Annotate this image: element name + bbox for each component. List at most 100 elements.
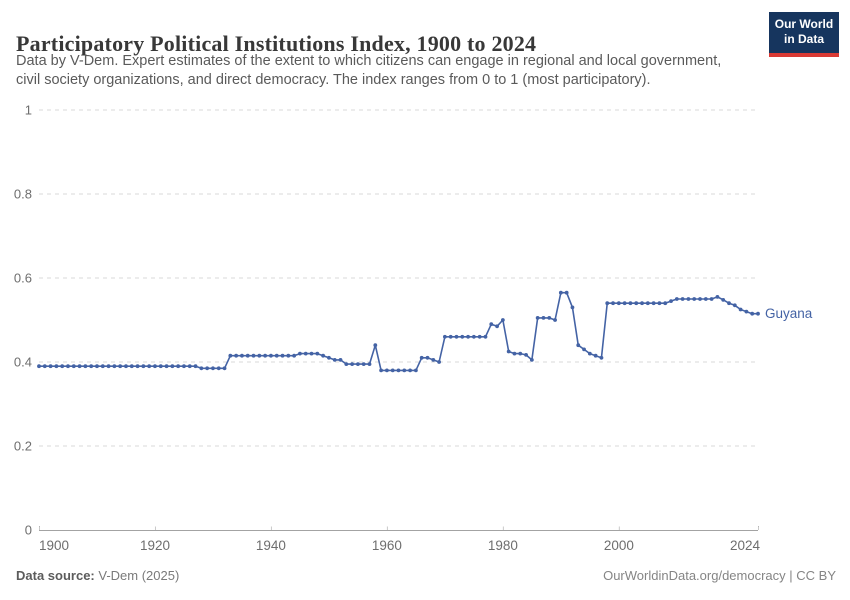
data-point[interactable] [616,301,621,306]
data-point[interactable] [651,301,656,306]
data-point[interactable] [489,322,494,327]
data-point[interactable] [587,351,592,356]
data-point[interactable] [286,353,291,358]
data-point[interactable] [257,353,262,358]
data-point[interactable] [390,368,395,373]
data-point[interactable] [42,364,47,369]
data-point[interactable] [350,362,355,366]
data-point[interactable] [147,364,152,369]
data-point[interactable] [379,368,384,373]
data-point[interactable] [419,355,424,360]
data-point[interactable] [425,355,430,360]
data-point[interactable] [396,368,401,373]
data-point[interactable] [547,316,552,320]
data-point[interactable] [541,316,546,320]
data-point[interactable] [135,364,140,369]
data-point[interactable] [153,364,157,369]
data-point[interactable] [657,301,662,306]
data-point[interactable] [645,301,650,306]
license-label[interactable]: CC BY [796,568,836,583]
data-point[interactable] [170,364,175,369]
data-point[interactable] [599,355,604,360]
data-point[interactable] [216,366,221,371]
data-point[interactable] [106,364,111,369]
data-point[interactable] [408,368,412,373]
data-point[interactable] [593,353,598,358]
data-point[interactable] [182,364,186,369]
data-point[interactable] [228,353,233,358]
data-point[interactable] [715,295,720,299]
data-point[interactable] [448,334,453,339]
data-point[interactable] [680,297,685,301]
data-point[interactable] [356,362,360,366]
data-point[interactable] [367,362,372,366]
data-point[interactable] [112,364,117,369]
data-point[interactable] [100,364,105,369]
data-point[interactable] [582,347,586,352]
owid-logo[interactable]: Our World in Data [769,12,839,57]
data-point[interactable] [727,301,731,306]
data-point[interactable] [431,358,436,362]
data-point[interactable] [141,364,146,369]
data-point[interactable] [738,307,743,312]
data-point[interactable] [529,358,534,362]
data-point[interactable] [442,334,447,339]
data-point[interactable] [466,334,470,339]
data-point[interactable] [199,366,204,371]
data-point[interactable] [732,303,737,308]
data-point[interactable] [222,366,227,371]
data-point[interactable] [524,352,528,357]
data-point[interactable] [437,360,441,364]
data-point[interactable] [703,297,708,301]
data-point[interactable] [60,364,65,369]
data-point[interactable] [558,290,563,295]
data-point[interactable] [158,364,163,369]
data-point[interactable] [176,364,181,369]
data-point[interactable] [37,364,41,369]
data-point[interactable] [309,351,314,356]
data-point[interactable] [518,351,523,356]
data-point[interactable] [118,364,123,369]
data-point[interactable] [483,334,488,339]
data-point[interactable] [471,334,476,339]
data-point[interactable] [413,368,418,373]
data-point[interactable] [54,364,59,369]
data-point[interactable] [205,366,210,371]
data-point[interactable] [640,301,644,306]
data-point[interactable] [77,364,82,369]
data-point[interactable] [385,368,389,373]
data-point[interactable] [756,311,760,316]
data-point[interactable] [211,366,215,371]
data-point[interactable] [269,353,273,358]
data-point[interactable] [332,358,337,362]
data-point[interactable] [89,364,94,369]
data-point[interactable] [605,301,610,306]
data-point[interactable] [669,299,673,303]
data-point[interactable] [71,364,76,369]
data-point[interactable] [321,353,326,358]
data-point[interactable] [83,364,88,369]
data-point[interactable] [628,301,633,306]
series-line[interactable] [38,291,759,372]
data-point[interactable] [361,362,366,366]
data-point[interactable] [692,297,697,301]
data-point[interactable] [240,353,244,358]
data-point[interactable] [327,355,331,360]
data-point[interactable] [373,343,378,348]
data-point[interactable] [48,364,53,369]
data-point[interactable] [193,364,198,369]
data-point[interactable] [66,364,70,369]
data-point[interactable] [495,324,499,329]
data-point[interactable] [611,301,615,306]
data-point[interactable] [744,309,749,314]
data-point[interactable] [95,364,99,369]
data-point[interactable] [674,297,679,301]
data-point[interactable] [402,368,407,373]
data-point[interactable] [234,353,239,358]
data-point[interactable] [124,364,128,369]
data-point[interactable] [500,318,505,322]
data-point[interactable] [535,316,540,320]
data-point[interactable] [576,343,581,348]
data-point[interactable] [477,334,482,339]
data-point[interactable] [251,353,256,358]
